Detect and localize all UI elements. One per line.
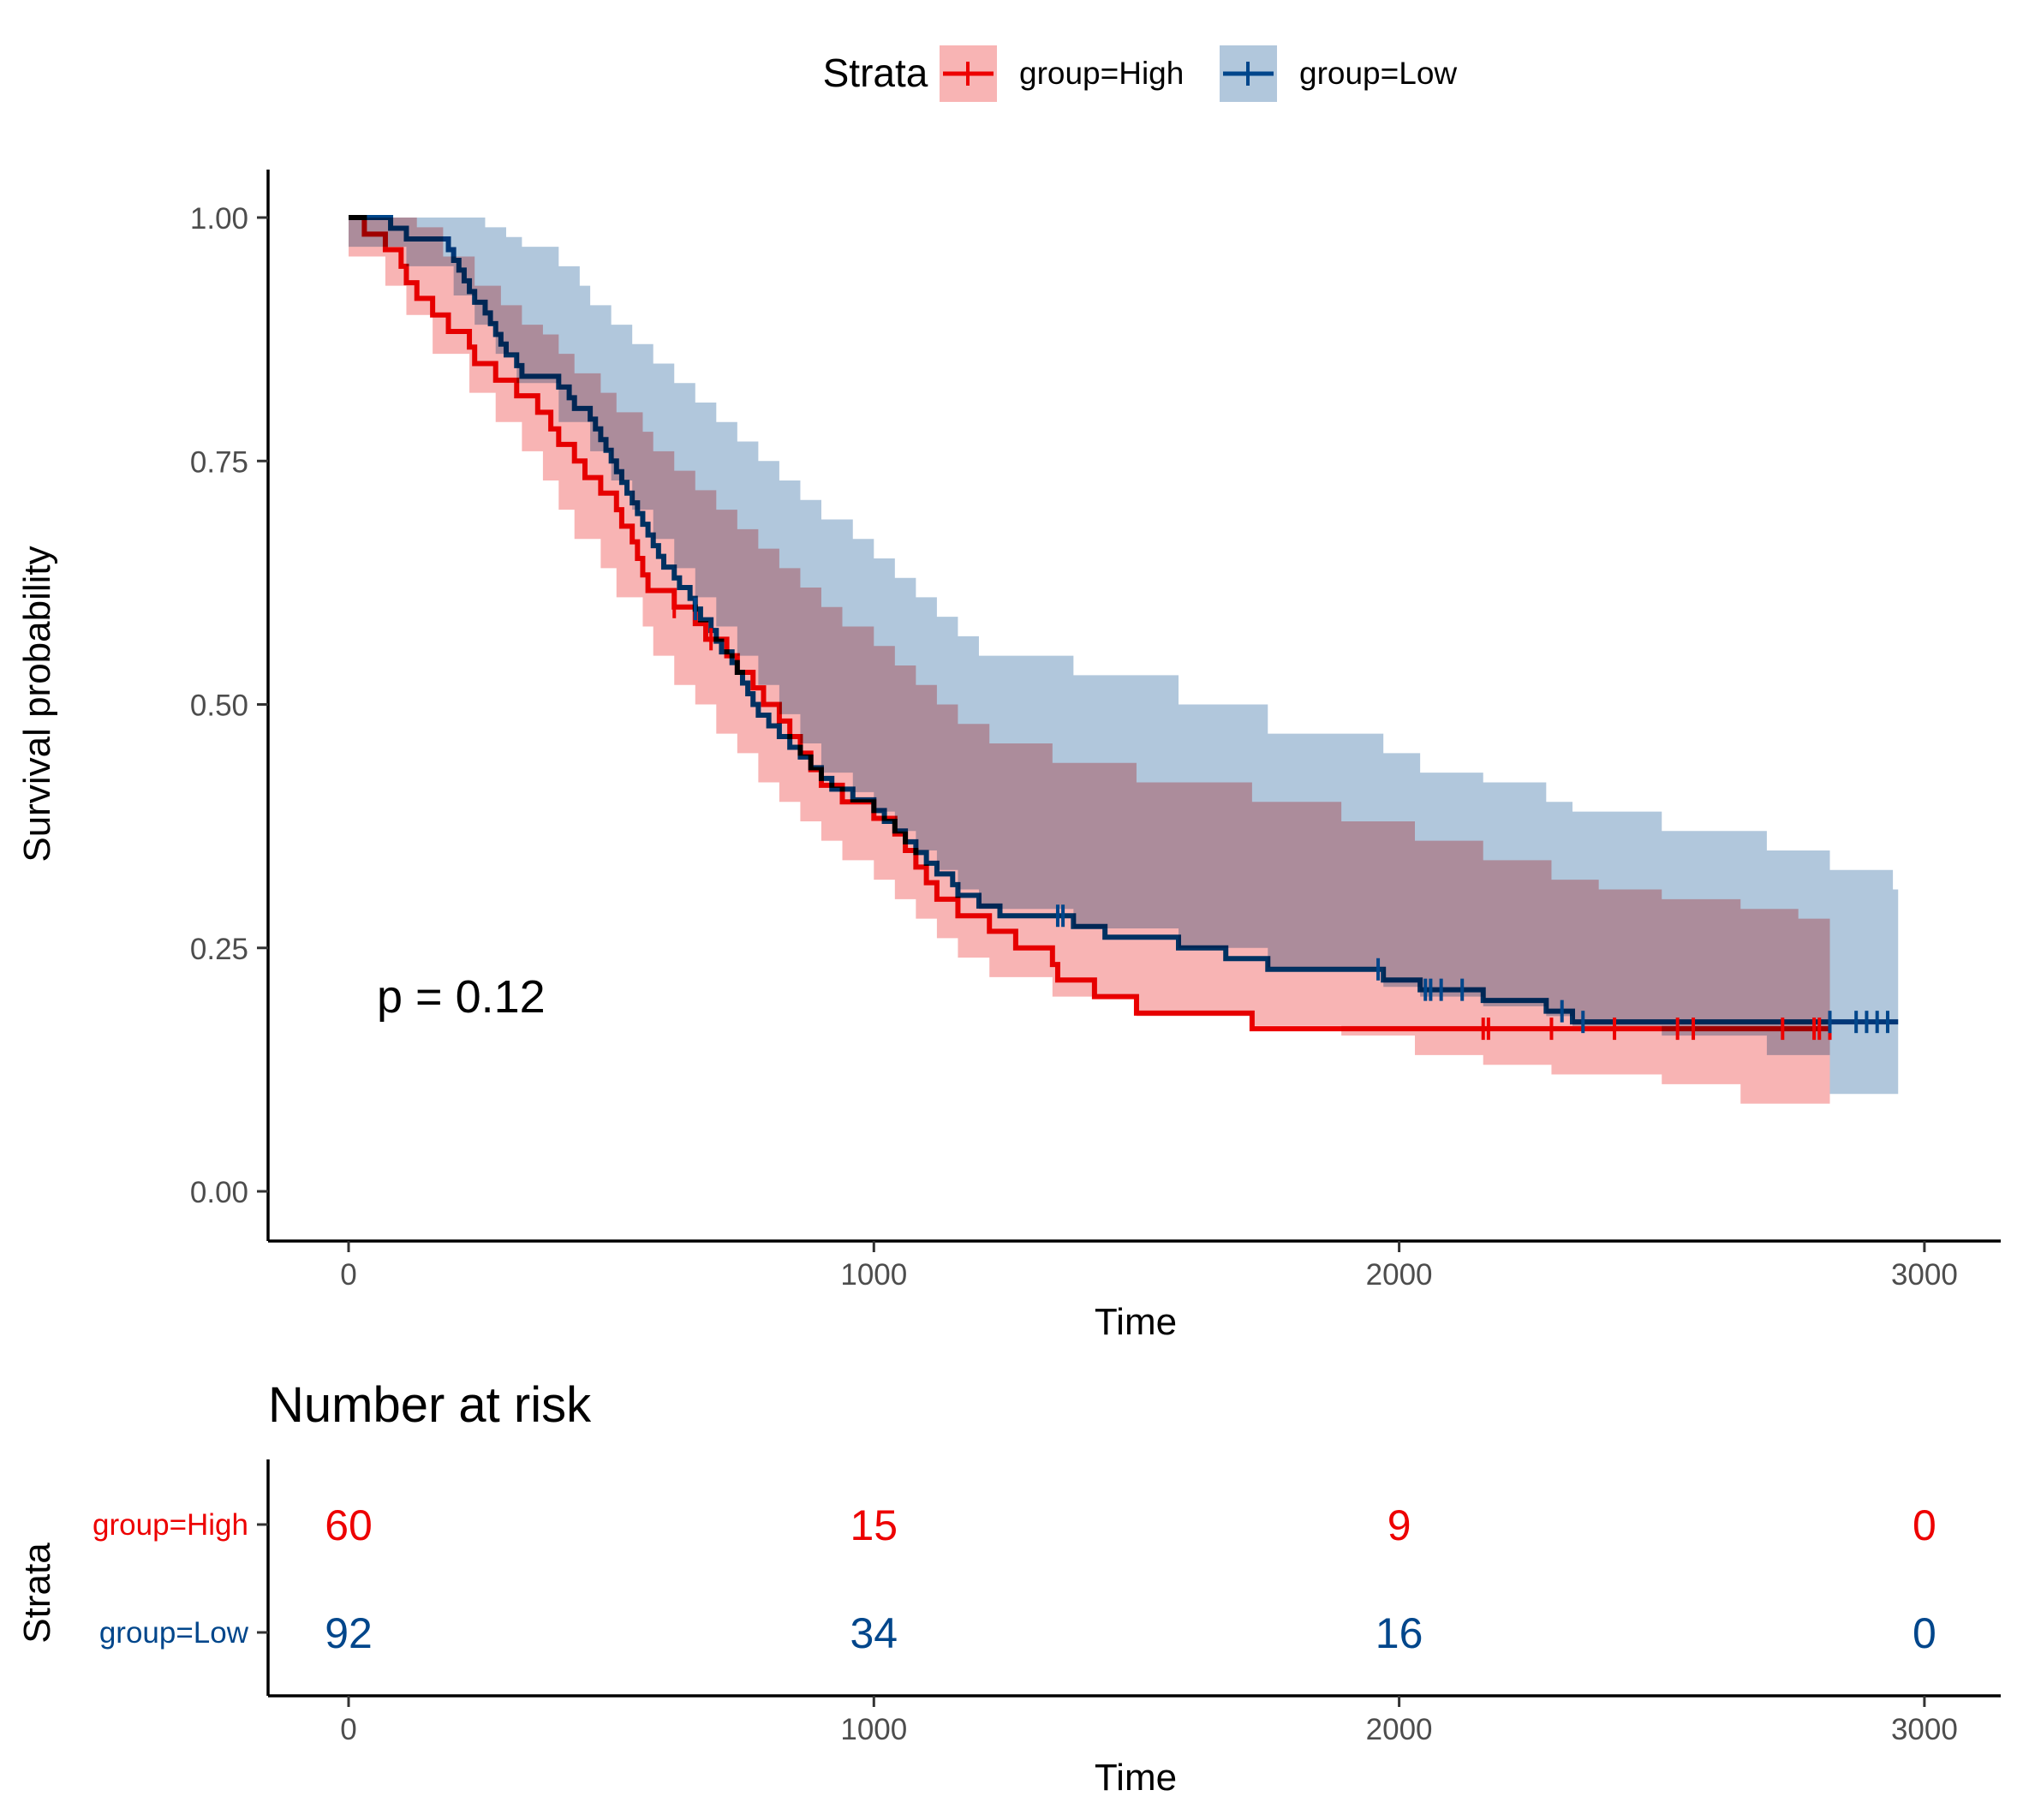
y-tick-label: 0.50 bbox=[190, 689, 248, 723]
risk-row-label-high: group=High bbox=[92, 1508, 248, 1542]
risk-row-label-low: group=Low bbox=[99, 1616, 249, 1650]
p-value-annotation: p = 0.12 bbox=[377, 971, 546, 1023]
risk-table-body: group=High 60 15 9 0 group=Low 92 34 16 0 0 1000 200… bbox=[92, 1459, 2001, 1746]
x-tick-label: 2000 bbox=[1366, 1258, 1433, 1292]
x-axis-title: Time bbox=[1095, 1301, 1177, 1343]
risk-table-title: Number at risk bbox=[268, 1377, 592, 1433]
legend-item-low: group=Low bbox=[1220, 45, 1457, 102]
legend-title: Strata bbox=[823, 51, 928, 95]
censor-marks bbox=[672, 595, 1889, 1041]
y-axis-title: Survival probability bbox=[16, 546, 58, 862]
x-tick-label: 0 bbox=[340, 1258, 356, 1292]
ci-band-high bbox=[349, 218, 1830, 1104]
legend-label-high: group=High bbox=[1019, 56, 1184, 91]
survival-line-low bbox=[349, 215, 1899, 1025]
risk-table-x-title: Time bbox=[1095, 1757, 1177, 1799]
legend-label-low: group=Low bbox=[1299, 56, 1457, 91]
risk-x-tick-label: 1000 bbox=[840, 1713, 907, 1746]
y-tick-label: 0.00 bbox=[190, 1176, 248, 1209]
x-tick-label: 3000 bbox=[1891, 1258, 1958, 1292]
legend-item-high: group=High bbox=[940, 45, 1184, 102]
y-tick-label: 1.00 bbox=[190, 202, 248, 236]
survival-line-high bbox=[349, 215, 1830, 1032]
risk-count: 34 bbox=[850, 1609, 898, 1657]
risk-count: 16 bbox=[1376, 1609, 1423, 1657]
x-tick-label: 1000 bbox=[840, 1258, 907, 1292]
risk-count: 0 bbox=[1913, 1609, 1936, 1657]
risk-x-tick-label: 3000 bbox=[1891, 1713, 1958, 1746]
survival-curves bbox=[349, 215, 1899, 1032]
confidence-bands bbox=[349, 218, 1899, 1104]
risk-count: 60 bbox=[325, 1501, 373, 1549]
risk-count: 9 bbox=[1387, 1501, 1411, 1549]
legend: Strata group=High group=Low bbox=[823, 45, 1457, 102]
risk-count: 92 bbox=[325, 1609, 373, 1657]
y-tick-label: 0.25 bbox=[190, 933, 248, 966]
plot-axes: 0.00 0.25 0.50 0.75 1.00 0 1000 2000 3000 bbox=[190, 170, 2001, 1292]
risk-table-y-title: Strata bbox=[16, 1543, 58, 1644]
risk-x-tick-label: 2000 bbox=[1366, 1713, 1433, 1746]
risk-count: 0 bbox=[1913, 1501, 1936, 1549]
risk-x-tick-label: 0 bbox=[340, 1713, 356, 1746]
km-plot: 0.00 0.25 0.50 0.75 1.00 0 1000 2000 3000 p = 0.… bbox=[16, 170, 2001, 1343]
risk-table: Number at risk Strata group=High 60 15 9 0gr… bbox=[16, 1377, 2001, 1799]
y-tick-label: 0.75 bbox=[190, 445, 248, 479]
risk-count: 15 bbox=[850, 1501, 898, 1549]
